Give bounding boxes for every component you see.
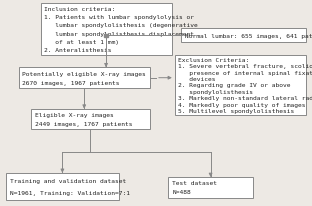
- Text: spondylolisthesis: spondylolisthesis: [178, 89, 253, 94]
- Text: presence of internal spinal fixation: presence of internal spinal fixation: [178, 70, 312, 75]
- Text: N=1961, Training: Validation=7:1: N=1961, Training: Validation=7:1: [10, 190, 130, 195]
- Text: 5. Multilevel spondylolisthesis: 5. Multilevel spondylolisthesis: [178, 108, 295, 114]
- Text: Potentially eligible X-ray images: Potentially eligible X-ray images: [22, 71, 146, 76]
- Text: Eligible X-ray images: Eligible X-ray images: [35, 112, 114, 117]
- Bar: [104, 35, 108, 37]
- Text: devices: devices: [178, 77, 216, 82]
- Text: 1. Patients with lumbar spondylolysis or: 1. Patients with lumbar spondylolysis or: [44, 15, 194, 20]
- Text: 4. Markedly poor quality of images: 4. Markedly poor quality of images: [178, 102, 306, 107]
- Bar: [181, 29, 306, 43]
- Text: 1. Severe vertebral fracture, scoliosis, or: 1. Severe vertebral fracture, scoliosis,…: [178, 64, 312, 69]
- Bar: [31, 109, 150, 130]
- Bar: [168, 177, 253, 198]
- Text: Test dataset: Test dataset: [172, 180, 217, 185]
- Text: 2. Anteralisthesis: 2. Anteralisthesis: [44, 48, 112, 53]
- Text: Exclusion Criteria:: Exclusion Criteria:: [178, 57, 250, 63]
- Bar: [19, 68, 150, 89]
- Text: of at least 1 mm): of at least 1 mm): [44, 40, 119, 45]
- Bar: [6, 173, 119, 200]
- Text: lumbar spondylolisthesis displacement: lumbar spondylolisthesis displacement: [44, 32, 194, 36]
- Text: Training and validation dataset: Training and validation dataset: [10, 178, 126, 183]
- Text: Inclusion criteria:: Inclusion criteria:: [44, 7, 115, 12]
- Text: Normal lumbar: 655 images, 641 patients: Normal lumbar: 655 images, 641 patients: [185, 34, 312, 39]
- Text: 2. Regarding grade IV or above: 2. Regarding grade IV or above: [178, 83, 291, 88]
- Text: lumbar spondylolisthesis (degenerative: lumbar spondylolisthesis (degenerative: [44, 23, 198, 28]
- Text: 3. Markedly non-standard lateral radiographs: 3. Markedly non-standard lateral radiogr…: [178, 96, 312, 101]
- Bar: [41, 4, 172, 56]
- Text: 2670 images, 1967 patients: 2670 images, 1967 patients: [22, 80, 120, 85]
- Bar: [175, 56, 306, 115]
- Text: 2449 images, 1767 patients: 2449 images, 1767 patients: [35, 122, 133, 126]
- Text: N=488: N=488: [172, 190, 191, 194]
